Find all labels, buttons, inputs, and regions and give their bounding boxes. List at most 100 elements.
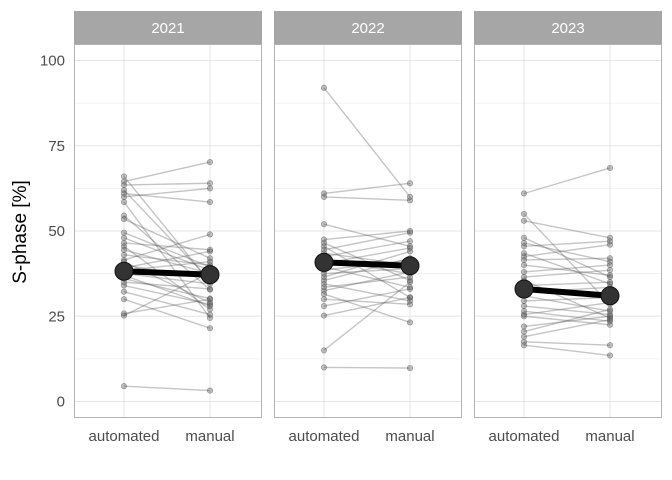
manual-point: [606, 306, 614, 313]
pair-line: [523, 310, 611, 323]
pair-line: [323, 266, 411, 288]
pair-line: [523, 269, 611, 278]
automated-point: [120, 296, 128, 303]
pair-line: [323, 271, 411, 292]
automated-point: [120, 246, 128, 253]
automated-point: [320, 246, 328, 253]
pair-line: [123, 278, 211, 300]
pair-line: [323, 196, 411, 202]
automated-point: [120, 178, 128, 185]
manual-point: [606, 255, 614, 262]
manual-point: [606, 164, 614, 172]
pair-line: [123, 233, 211, 261]
panels: 0 25 50 75 100 2021 automated manual 2022 automat…: [40, 11, 662, 445]
pair-line: [123, 242, 211, 251]
manual-point: [406, 244, 414, 252]
pair-line: [523, 240, 611, 248]
pair-line: [323, 232, 411, 251]
mean-point-automated: [314, 252, 334, 272]
pair-line: [323, 223, 411, 248]
mean-point-manual: [400, 256, 420, 276]
pair-line: [323, 288, 411, 307]
pair-line: [323, 240, 411, 258]
manual-point: [206, 387, 214, 394]
x-tick-label: manual: [185, 428, 234, 445]
manual-point: [606, 241, 614, 248]
pair-line: [123, 215, 211, 291]
manual-point: [406, 319, 414, 326]
automated-point: [120, 239, 128, 247]
panel-border: [474, 44, 662, 418]
manual-point: [606, 279, 614, 286]
manual-point: [406, 243, 414, 250]
manual-point: [206, 231, 214, 238]
manual-point: [206, 314, 214, 322]
pair-line: [123, 237, 211, 271]
automated-point: [520, 261, 528, 269]
automated-point: [520, 297, 528, 305]
pair-line: [323, 87, 411, 198]
mean-point-manual: [600, 286, 620, 306]
manual-point: [406, 294, 414, 301]
pair-line: [123, 249, 211, 275]
panel-border: [74, 44, 262, 418]
manual-point: [606, 272, 614, 279]
automated-point: [120, 383, 128, 390]
automated-point: [520, 302, 528, 310]
automated-point: [120, 251, 128, 258]
automated-point: [320, 190, 328, 197]
automated-point: [120, 243, 128, 250]
pair-line: [523, 308, 611, 333]
manual-point: [406, 297, 414, 305]
automated-point: [120, 190, 128, 197]
manual-point: [206, 295, 214, 302]
x-tick-label: automated: [489, 428, 560, 445]
manual-point: [206, 296, 214, 303]
automated-point: [120, 234, 128, 241]
pair-line: [123, 261, 211, 304]
automated-point: [120, 282, 128, 289]
manual-point: [606, 311, 614, 318]
panel-2022: 2022 automated manual: [274, 11, 462, 445]
manual-point: [206, 246, 214, 253]
pair-line: [523, 341, 611, 346]
pair-line: [123, 189, 211, 281]
automated-point: [520, 210, 528, 218]
manual-point: [606, 261, 614, 269]
automated-point: [320, 296, 328, 303]
facet-strip-label: 2023: [551, 20, 584, 37]
mean-point-automated: [114, 261, 134, 281]
manual-point: [406, 279, 414, 286]
manual-point: [606, 318, 614, 325]
manual-point: [606, 234, 614, 241]
manual-point: [606, 280, 614, 287]
automated-point: [120, 310, 128, 317]
pair-line: [323, 230, 411, 241]
pair-line: [523, 281, 611, 287]
pair-line: [123, 385, 211, 392]
manual-point: [206, 301, 214, 308]
pair-line: [523, 220, 611, 239]
manual-point: [406, 284, 414, 291]
pair-line: [123, 182, 211, 186]
automated-point: [320, 312, 328, 319]
manual-point: [406, 197, 414, 204]
pair-line: [523, 257, 611, 261]
automated-point: [520, 217, 528, 224]
automated-point: [120, 229, 128, 236]
automated-point: [520, 338, 528, 345]
automated-point: [320, 243, 328, 250]
manual-point: [406, 364, 414, 372]
automated-point: [520, 239, 528, 247]
panel-border: [274, 44, 462, 418]
automated-point: [320, 364, 328, 371]
pair-line: [123, 201, 211, 319]
automated-point: [520, 256, 528, 264]
manual-point: [406, 193, 414, 200]
pair-line: [523, 242, 611, 263]
automated-point: [520, 342, 528, 349]
manual-point: [206, 286, 214, 293]
manual-point: [606, 314, 614, 322]
pair-line: [323, 366, 411, 369]
